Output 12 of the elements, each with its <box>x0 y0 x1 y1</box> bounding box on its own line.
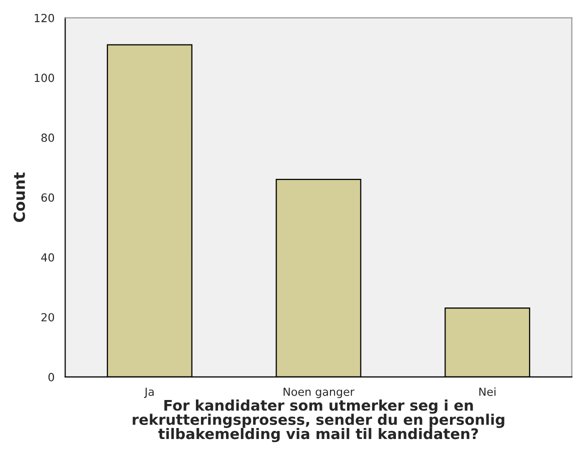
x-tick-label: Ja <box>144 388 154 398</box>
y-tick-label: 0 <box>48 372 54 382</box>
x-axis-title: For kandidater som utmerker seg i en rekrutteringsprosess, sender du en personlig tilbakemelding via mail til kandidaten? <box>132 399 504 442</box>
y-tick-label: 100 <box>34 74 54 82</box>
y-tick-label: 60 <box>41 193 54 202</box>
y-tick-label: 40 <box>41 253 54 262</box>
x-tick-label: Nei <box>479 387 496 396</box>
y-tick-label: 120 <box>34 14 54 22</box>
y-tick-label: 20 <box>41 313 54 322</box>
x-tick-label: Noen ganger <box>284 388 354 398</box>
y-tick-label: 80 <box>41 134 54 142</box>
y-axis-title: Count <box>14 172 26 222</box>
